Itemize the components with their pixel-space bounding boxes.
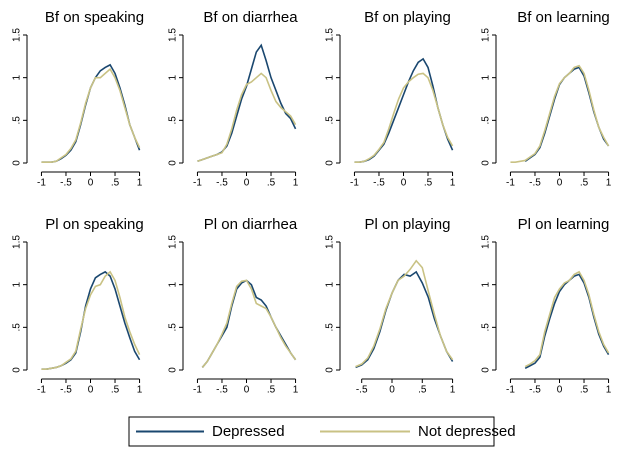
y-tick-label: 1.5 xyxy=(481,235,492,249)
panel-title: Bf on diarrhea xyxy=(203,9,298,26)
x-tick-label: -.5 xyxy=(356,385,368,396)
x-tick-label: .5 xyxy=(267,178,276,189)
panel-title: Bf on speaking xyxy=(45,9,144,26)
density-line xyxy=(41,270,141,370)
y-tick-label: .5 xyxy=(168,323,179,332)
x-tick-label: -.5 xyxy=(529,178,541,189)
x-tick-label: 1 xyxy=(137,385,143,396)
y-tick-label: 1 xyxy=(12,281,23,287)
y-tick-label: 1.5 xyxy=(481,28,492,42)
density-line xyxy=(355,259,454,368)
legend-label: Depressed xyxy=(212,423,285,440)
x-tick-label: 0 xyxy=(557,385,563,396)
x-tick-label: 0 xyxy=(88,178,94,189)
y-tick-label: 0 xyxy=(325,160,336,166)
x-tick-label: -1 xyxy=(37,385,46,396)
legend-label: Not depressed xyxy=(418,423,516,440)
panel-title: Bf on playing xyxy=(364,9,451,26)
y-tick-label: .5 xyxy=(325,323,336,332)
y-tick-label: 1 xyxy=(168,74,179,80)
y-tick-label: 1.5 xyxy=(12,28,23,42)
x-tick-label: -.5 xyxy=(60,178,72,189)
x-tick-label: .5 xyxy=(418,385,427,396)
x-tick-label: .5 xyxy=(267,385,276,396)
x-tick-label: .5 xyxy=(111,385,120,396)
x-tick-label: 0 xyxy=(244,385,250,396)
x-tick-label: 1 xyxy=(293,385,299,396)
y-tick-label: 1 xyxy=(12,74,23,80)
density-line xyxy=(201,279,297,368)
x-tick-label: -.5 xyxy=(373,178,385,189)
x-tick-label: 1 xyxy=(606,385,612,396)
panel-title: Pl on learning xyxy=(518,216,610,233)
y-tick-label: .5 xyxy=(325,116,336,125)
x-tick-label: -1 xyxy=(350,178,359,189)
x-tick-label: .5 xyxy=(111,178,120,189)
y-tick-label: .5 xyxy=(481,116,492,125)
x-tick-label: 0 xyxy=(244,178,250,189)
x-tick-label: -1 xyxy=(193,178,202,189)
x-tick-label: -1 xyxy=(193,385,202,396)
x-tick-label: 0 xyxy=(389,385,395,396)
y-tick-label: 0 xyxy=(12,367,23,373)
x-tick-label: -1 xyxy=(37,178,46,189)
y-tick-label: 0 xyxy=(168,367,179,373)
panel-title: Pl on speaking xyxy=(45,216,143,233)
x-tick-label: 1 xyxy=(293,178,299,189)
y-tick-label: 1 xyxy=(481,74,492,80)
y-tick-label: .5 xyxy=(481,323,492,332)
y-tick-label: 1.5 xyxy=(325,28,336,42)
x-tick-label: -.5 xyxy=(60,385,72,396)
density-line xyxy=(197,72,297,163)
x-tick-label: 1 xyxy=(606,178,612,189)
x-tick-label: -.5 xyxy=(216,178,228,189)
panel-title: Pl on playing xyxy=(365,216,451,233)
y-tick-label: 1.5 xyxy=(168,235,179,249)
x-tick-label: -.5 xyxy=(529,385,541,396)
x-tick-label: -1 xyxy=(506,178,515,189)
y-tick-label: 1.5 xyxy=(168,28,179,42)
density-line xyxy=(354,72,454,163)
y-tick-label: 0 xyxy=(12,160,23,166)
y-tick-label: .5 xyxy=(12,323,23,332)
y-tick-label: 1.5 xyxy=(12,235,23,249)
y-tick-label: 0 xyxy=(481,367,492,373)
y-tick-label: 1.5 xyxy=(325,235,336,249)
y-tick-label: .5 xyxy=(12,116,23,125)
x-tick-label: .5 xyxy=(580,178,589,189)
x-tick-label: .5 xyxy=(424,178,433,189)
y-tick-label: 0 xyxy=(481,160,492,166)
x-tick-label: 0 xyxy=(557,178,563,189)
x-tick-label: .5 xyxy=(580,385,589,396)
density-line xyxy=(524,270,610,368)
x-tick-label: 1 xyxy=(450,178,456,189)
x-tick-label: 0 xyxy=(88,385,94,396)
y-tick-label: 0 xyxy=(168,160,179,166)
x-tick-label: -1 xyxy=(506,385,515,396)
x-tick-label: 1 xyxy=(137,178,143,189)
y-tick-label: 1 xyxy=(168,281,179,287)
y-tick-label: 1 xyxy=(325,281,336,287)
density-line xyxy=(41,67,141,163)
x-tick-label: -.5 xyxy=(216,385,228,396)
y-tick-label: .5 xyxy=(168,116,179,125)
y-tick-label: 1 xyxy=(325,74,336,80)
x-tick-label: 0 xyxy=(401,178,407,189)
density-line xyxy=(510,64,610,163)
y-tick-label: 0 xyxy=(325,367,336,373)
panel-title: Pl on diarrhea xyxy=(204,216,298,233)
panel-title: Bf on learning xyxy=(517,9,610,26)
y-tick-label: 1 xyxy=(481,281,492,287)
x-tick-label: 1 xyxy=(450,385,456,396)
